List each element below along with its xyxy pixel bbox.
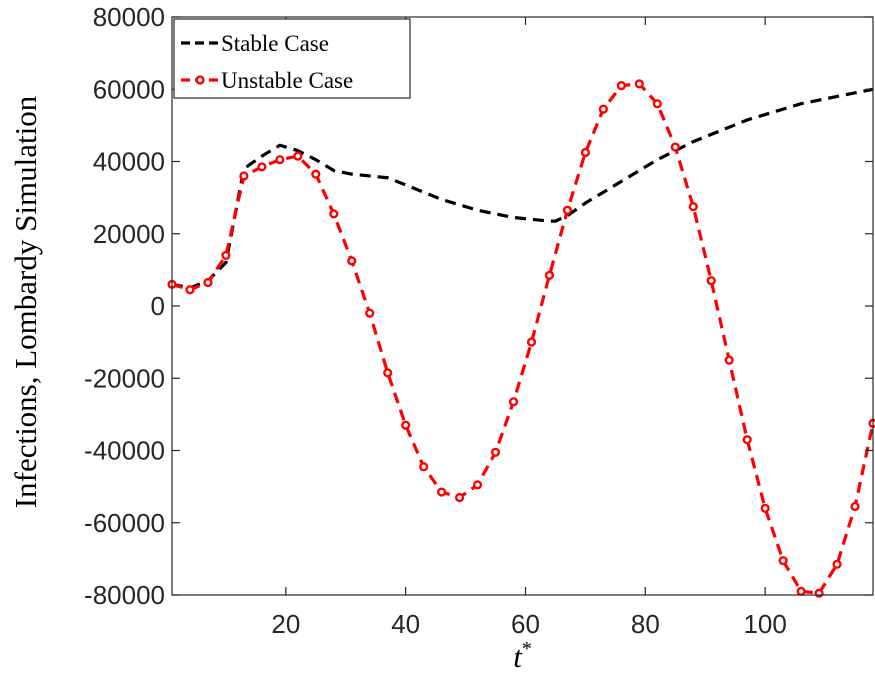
data-point [401,420,411,430]
data-point [670,142,680,152]
data-point [275,155,285,165]
data-point [437,487,447,497]
y-tick-label: -40000 [84,436,165,466]
data-point [562,205,573,215]
data-point [580,147,591,158]
y-tick-label: -80000 [84,580,165,610]
x-axis-label-superscript: * [522,638,532,660]
data-point [868,418,875,429]
y-tick-label: 0 [151,291,165,321]
data-point [760,503,770,513]
axes-layer: 20 40 60 80 100 -80000 -60000 -40000 -20000 0 2000… [84,2,874,639]
data-point [185,285,195,295]
data-point [454,492,465,503]
data-point [383,368,393,378]
data-point [526,337,537,347]
data-point [490,447,501,457]
x-tick-label: 40 [391,609,420,639]
x-tick-label: 80 [631,609,660,639]
data-point [203,277,213,288]
data-point [688,202,698,212]
data-point [365,308,375,318]
data-point [724,355,734,365]
data-point [832,559,842,569]
plot-background [172,17,873,595]
y-axis-label: Infections, Lombardy Simulation [8,95,43,508]
data-point [329,209,339,219]
legend-label: Unstable Case [221,68,353,93]
data-point [239,171,249,181]
y-tick-label: 20000 [93,219,165,249]
data-point [257,162,267,172]
y-tick-label: 60000 [93,74,165,104]
x-tick-label: 100 [743,609,786,639]
x-axis-label: t* [513,638,532,674]
data-point [706,276,716,286]
data-point [634,79,644,89]
data-point [347,256,357,266]
data-point [508,397,519,407]
x-tick-label: 20 [271,609,300,639]
data-point [616,81,626,91]
x-tick-label: 60 [511,609,540,639]
data-point [544,270,555,280]
data-point [652,99,662,109]
series-line-2 [171,82,875,595]
data-point [221,250,231,261]
y-tick-label: 80000 [93,2,165,32]
x-axis-label-main: t [513,639,523,674]
legend: Stable Case Unstable Case [173,18,411,99]
y-tick-label: 40000 [93,147,165,177]
legend-marker [195,75,205,85]
data-point [598,104,608,114]
data-point [796,586,806,596]
data-point [472,480,483,490]
y-tick-label: -20000 [84,363,165,393]
data-point [850,501,860,512]
data-point [419,462,429,472]
y-tick-label: -60000 [84,508,165,538]
legend-entry-2: Unstable Case [181,68,353,93]
data-point [742,435,752,445]
legend-box [173,18,411,99]
legend-entry-1: Stable Case [181,31,329,56]
data-point [778,556,788,566]
data-point [293,151,303,161]
plot-area [172,17,873,595]
data-point [311,169,321,179]
legend-label: Stable Case [221,31,329,56]
